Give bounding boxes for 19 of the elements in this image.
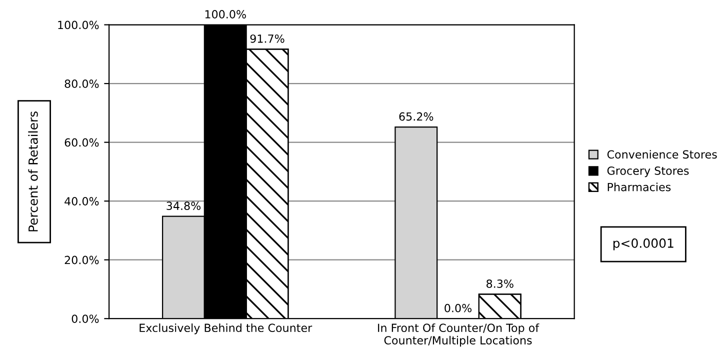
data-label: 91.7% bbox=[250, 34, 284, 43]
legend-label: Pharmacies bbox=[608, 182, 671, 192]
x-tick-label: Exclusively Behind the Counter bbox=[140, 323, 312, 334]
data-label: 65.2% bbox=[399, 112, 434, 121]
y-tick-label: 40.0% bbox=[64, 197, 99, 206]
y-tick-label: 60.0% bbox=[64, 138, 99, 147]
x-tick-label: In Front Of Counter/On Top of Counter/Multiple Locations bbox=[378, 323, 540, 347]
legend-label: Convenience Stores bbox=[607, 150, 717, 159]
y-tick-label: 20.0% bbox=[64, 256, 99, 264]
text: p<0.0001 bbox=[613, 238, 674, 250]
legend-label: Grocery Stores bbox=[607, 166, 689, 178]
data-label: 8.3% bbox=[486, 279, 514, 288]
data-label: 34.8% bbox=[166, 202, 201, 210]
y-tick-label: 0.0% bbox=[72, 314, 99, 323]
data-label: 100.0% bbox=[205, 10, 246, 18]
y-axis-title: Percent of Retailers bbox=[28, 111, 38, 232]
y-tick-label: 100.0% bbox=[58, 20, 99, 30]
y-tick-label: 80.0% bbox=[64, 80, 99, 88]
data-label: 0.0% bbox=[444, 304, 472, 312]
